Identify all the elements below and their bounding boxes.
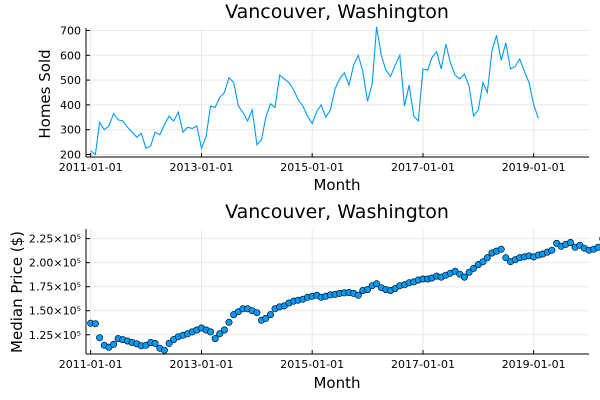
median-price-data-point — [262, 314, 270, 322]
homes-sold-panel: Vancouver, Washington Homes Sold Month 2… — [36, 1, 589, 194]
median-price-data-point — [225, 318, 233, 326]
homes-sold-xtick-label: 2017-01-01 — [391, 161, 455, 174]
median-price-title: Vancouver, Washington — [225, 201, 449, 223]
homes-sold-xtick-label: 2013-01-01 — [170, 161, 234, 174]
homes-sold-ytick-label: 300 — [60, 124, 81, 137]
homes-sold-xtick-label: 2019-01-01 — [502, 161, 566, 174]
median-price-data-point — [220, 326, 228, 334]
median-price-data-point — [594, 243, 600, 251]
homes-sold-ytick-label: 200 — [60, 149, 81, 162]
homes-sold-xtick-label: 2015-01-01 — [280, 161, 344, 174]
homes-sold-series-line — [90, 26, 539, 156]
median-price-data-point — [470, 264, 478, 272]
median-price-data-point — [566, 239, 574, 247]
median-price-data-point — [211, 335, 219, 343]
median-price-data-point — [266, 311, 274, 319]
median-price-data-point — [363, 286, 371, 294]
median-price-data-point — [548, 246, 556, 254]
median-price-xtick-label: 2019-01-01 — [502, 358, 566, 371]
homes-sold-title: Vancouver, Washington — [225, 1, 449, 23]
median-price-ytick-label: 1.75×10⁵ — [29, 281, 81, 294]
median-price-data-point — [465, 268, 473, 276]
median-price-ytick-label: 2.00×10⁵ — [29, 257, 81, 270]
median-price-grid — [86, 229, 589, 354]
homes-sold-ticks: 2011-01-01 2013-01-01 2015-01-01 2017-01-01… — [59, 24, 566, 174]
median-price-data-point — [207, 328, 215, 336]
median-price-series — [87, 236, 600, 354]
homes-sold-ytick-label: 700 — [60, 24, 81, 37]
median-price-data-point — [502, 254, 510, 262]
median-price-data-point — [497, 245, 505, 253]
homes-sold-ytick-label: 600 — [60, 49, 81, 62]
median-price-ticks: 2011-01-01 2013-01-01 2015-01-01 2017-01-01… — [29, 233, 566, 371]
median-price-xtick-label: 2011-01-01 — [59, 358, 123, 371]
median-price-data-point — [151, 339, 159, 347]
median-price-xtick-label: 2013-01-01 — [170, 358, 234, 371]
median-price-ytick-label: 2.25×10⁵ — [29, 233, 81, 246]
homes-sold-series — [90, 26, 539, 156]
median-price-data-point — [96, 334, 104, 342]
median-price-data-point — [483, 254, 491, 262]
homes-sold-ytick-label: 500 — [60, 74, 81, 87]
median-price-data-point — [460, 273, 468, 281]
median-price-data-point — [216, 330, 224, 338]
median-price-data-point — [373, 280, 381, 288]
median-price-data-point — [253, 309, 261, 317]
median-price-panel: Vancouver, Washington Median Price ($) M… — [8, 201, 600, 392]
homes-sold-ytick-label: 400 — [60, 99, 81, 112]
median-price-data-point — [91, 320, 99, 328]
median-price-data-point — [165, 339, 173, 347]
homes-sold-grid — [86, 28, 589, 157]
median-price-data-point — [479, 258, 487, 266]
median-price-data-point — [354, 291, 362, 299]
median-price-data-point — [160, 346, 168, 354]
median-price-ytick-label: 1.25×10⁵ — [29, 329, 81, 342]
homes-sold-axes-frame — [85, 28, 589, 158]
homes-sold-xlabel: Month — [313, 176, 360, 194]
median-price-ytick-label: 1.50×10⁵ — [29, 305, 81, 318]
median-price-axes-frame — [85, 229, 589, 355]
median-price-data-point — [110, 340, 118, 348]
median-price-xlabel: Month — [313, 374, 360, 392]
homes-sold-ylabel: Homes Sold — [36, 49, 54, 138]
median-price-xtick-label: 2015-01-01 — [280, 358, 344, 371]
median-price-xtick-label: 2017-01-01 — [391, 358, 455, 371]
median-price-ylabel: Median Price ($) — [8, 231, 26, 353]
homes-sold-xtick-label: 2011-01-01 — [59, 161, 123, 174]
